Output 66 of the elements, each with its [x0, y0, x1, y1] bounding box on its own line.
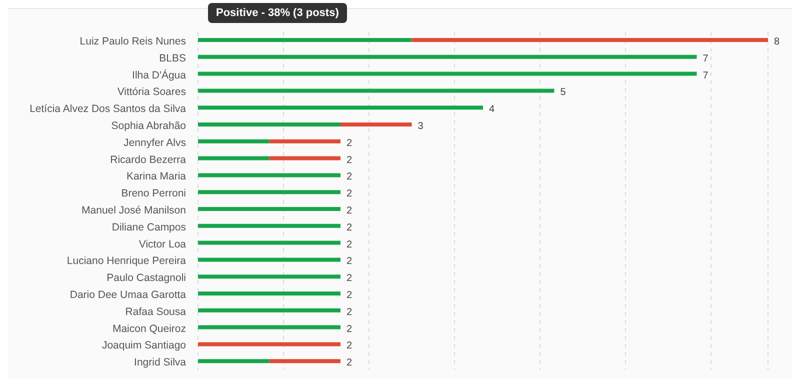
annotation: 2	[346, 239, 352, 250]
y-tick-label: Rafaa Sousa	[125, 306, 186, 318]
y-tick-label: Letícia Alvez Dos Santos da Silva	[30, 103, 186, 116]
bar	[198, 139, 270, 144]
bar	[198, 88, 554, 93]
y-tick-label: Breno Perroni	[121, 188, 186, 200]
bar	[198, 240, 340, 245]
bar	[198, 292, 340, 296]
annotation: 3	[418, 120, 424, 132]
annotation: 7	[702, 53, 709, 64]
bar	[198, 38, 412, 42]
bar	[198, 258, 340, 262]
bar	[198, 325, 340, 330]
bar	[269, 359, 340, 364]
bar	[269, 156, 340, 160]
annotation: 2	[346, 154, 352, 166]
y-tick-label: Victor Loa	[138, 238, 186, 250]
annotation: 2	[346, 306, 352, 318]
bar	[198, 274, 340, 279]
bar	[412, 38, 768, 42]
text: Positive - 38% (3 posts)	[208, 3, 347, 23]
y-tick-label: Vittória Soares	[117, 86, 186, 98]
y-tick-label: Ilha D'Água	[132, 68, 186, 82]
y-tick-label: Karina Maria	[126, 170, 186, 183]
bar	[198, 54, 697, 59]
annotation: 2	[346, 290, 352, 301]
annotation: 5	[560, 87, 566, 98]
y-tick-label: Paulo Castagnoli	[106, 272, 186, 284]
y-tick-label: Luciano Henrique Pereira	[66, 255, 186, 268]
bar	[198, 106, 483, 110]
y-tick-label: Joaquim Santiago	[102, 340, 186, 352]
annotation: 7	[702, 70, 709, 82]
annotation: 2	[346, 138, 352, 149]
y-tick-label: Sophia Abrahão	[111, 120, 186, 132]
annotation: 2	[346, 205, 352, 216]
bar	[198, 122, 340, 126]
bar	[198, 173, 340, 178]
y-tick-label: Manuel José Manilson	[82, 204, 186, 216]
annotation: 2	[346, 358, 352, 369]
y-tick-label: Diliane Campos	[112, 221, 186, 234]
annotation: 8	[774, 36, 780, 48]
annotation: 2	[346, 222, 352, 234]
bar	[340, 122, 412, 126]
y-tick-label: Maicon Queiroz	[112, 322, 186, 335]
y-tick-label: Luiz Paulo Reis Nunes	[80, 35, 186, 48]
bar	[198, 224, 340, 228]
annotation: 2	[346, 324, 352, 335]
annotation: 4	[489, 104, 495, 116]
bar	[269, 139, 340, 144]
y-tick-label: Dario Dee Umaa Garotta	[70, 288, 186, 301]
y-tick-label: Jennyfer Alvs	[124, 136, 186, 149]
annotation: 2	[346, 340, 352, 352]
annotation: 2	[346, 172, 352, 183]
y-tick-label: Ricardo Bezerra	[110, 154, 186, 166]
bar	[198, 342, 340, 346]
annotation: 2	[346, 188, 352, 200]
bar	[198, 308, 340, 312]
y-tick-label: Ingrid Silva	[134, 356, 186, 369]
bar	[198, 207, 340, 211]
bar	[198, 359, 270, 364]
bar	[198, 190, 340, 194]
annotation: 2	[346, 256, 352, 268]
y-tick-label: BLBS	[159, 52, 186, 64]
bar	[198, 72, 697, 76]
bar	[198, 156, 270, 160]
annotation: 2	[346, 273, 352, 284]
